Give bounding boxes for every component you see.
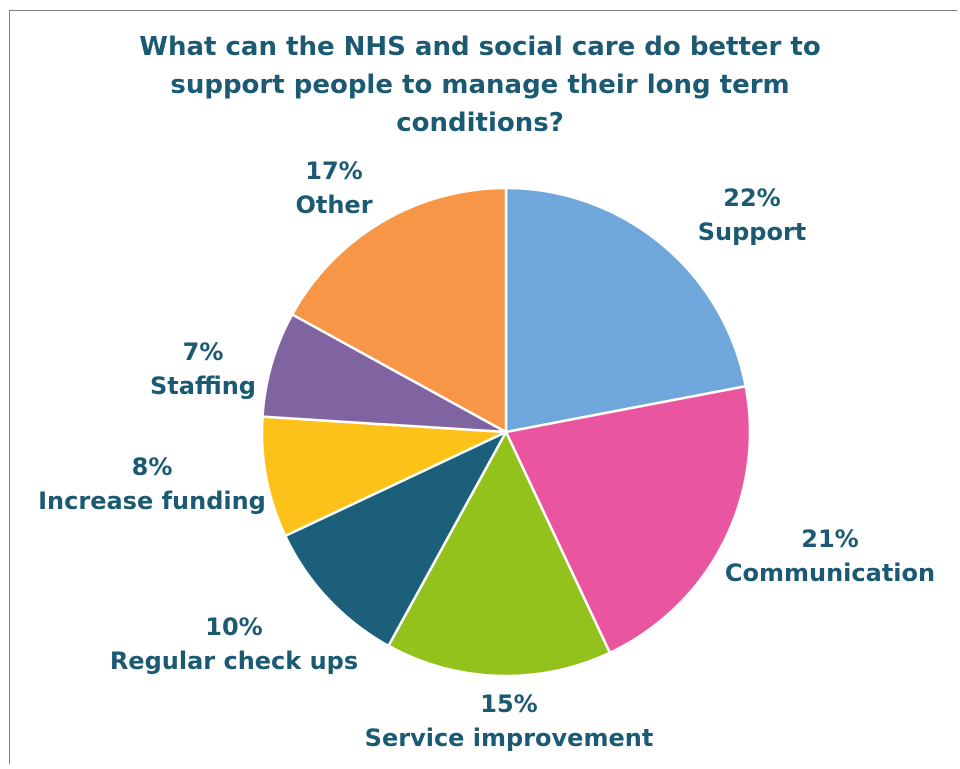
chart-title-line-2: support people to manage their long term	[170, 70, 790, 100]
pie-label-pct: 15%	[480, 690, 537, 718]
pie-slices	[260, 186, 752, 678]
pie-slice-staffing	[261, 313, 508, 434]
pie-slice-other	[290, 186, 508, 434]
pie-slice-service-improvement	[387, 430, 612, 678]
pie-label-category: Staffing	[150, 372, 256, 400]
chart-title: What can the NHS and social care do bett…	[0, 28, 960, 142]
pie-label-pct: 21%	[801, 525, 858, 553]
pie-label-category: Other	[295, 191, 372, 219]
pie-slice-support	[504, 186, 747, 434]
pie-label-category: Increase funding	[38, 487, 266, 515]
pie-label-pct: 8%	[132, 453, 173, 481]
pie-label-category: Communication	[725, 559, 935, 587]
pie-label-category: Regular check ups	[110, 647, 358, 675]
chart-title-line-1: What can the NHS and social care do bett…	[139, 32, 821, 62]
chart-title-line-3: conditions?	[396, 108, 564, 138]
pie-slice-increase-funding	[260, 415, 508, 538]
pie-label-category: Service improvement	[365, 724, 654, 752]
pie-label-pct: 22%	[723, 184, 780, 212]
pie-labels: 22% Support 21% Communication 15% Service imp…	[38, 157, 935, 752]
pie-label-pct: 17%	[305, 157, 362, 185]
pie-label-pct: 10%	[205, 613, 262, 641]
pie-label-pct: 7%	[183, 338, 224, 366]
chart-frame	[9, 10, 957, 764]
pie-label-category: Support	[698, 218, 807, 246]
pie-slice-communication	[504, 385, 752, 655]
pie-slice-regular-check-ups	[283, 430, 508, 648]
